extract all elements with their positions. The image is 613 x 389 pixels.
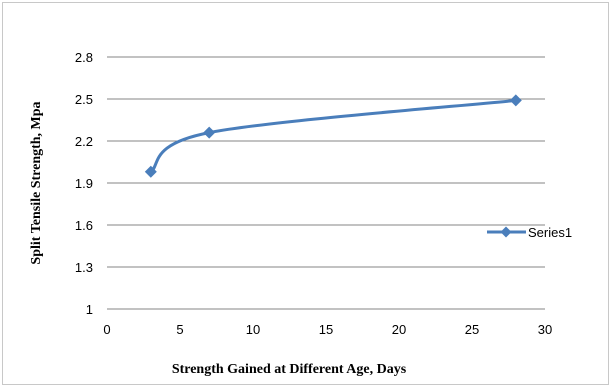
y-axis-tick-labels: 1 1.3 1.6 1.9 2.2 2.5 2.8 [75, 50, 93, 317]
chart-area [2, 2, 609, 385]
x-tick-label: 15 [319, 322, 333, 337]
y-tick-label: 2.2 [75, 134, 93, 149]
x-tick-label: 5 [176, 322, 183, 337]
legend: Series1 [487, 225, 572, 240]
x-axis-tick-labels: 0 5 10 15 20 25 30 [103, 322, 552, 337]
gridlines [107, 56, 545, 268]
y-tick-label: 2.5 [75, 92, 93, 107]
data-point-marker [203, 126, 216, 139]
data-point-marker [509, 94, 522, 107]
x-tick-label: 0 [103, 322, 110, 337]
y-tick-label: 1 [86, 302, 93, 317]
y-tick-label: 2.8 [75, 50, 93, 65]
data-point-marker [144, 165, 157, 178]
y-axis-title: Split Tensile Strength, Mpa [29, 101, 44, 264]
y-tick-label: 1.9 [75, 176, 93, 191]
plot-series [144, 94, 522, 178]
y-tick-label: 1.6 [75, 218, 93, 233]
x-tick-label: 25 [465, 322, 479, 337]
x-axis-title: Strength Gained at Different Age, Days [172, 362, 407, 377]
x-tick-label: 10 [246, 322, 260, 337]
x-tick-label: 20 [392, 322, 406, 337]
y-tick-label: 1.3 [75, 260, 93, 275]
legend-label: Series1 [528, 225, 572, 240]
legend-marker-icon [500, 226, 512, 238]
x-tick-label: 30 [538, 322, 552, 337]
series-line [149, 98, 516, 174]
